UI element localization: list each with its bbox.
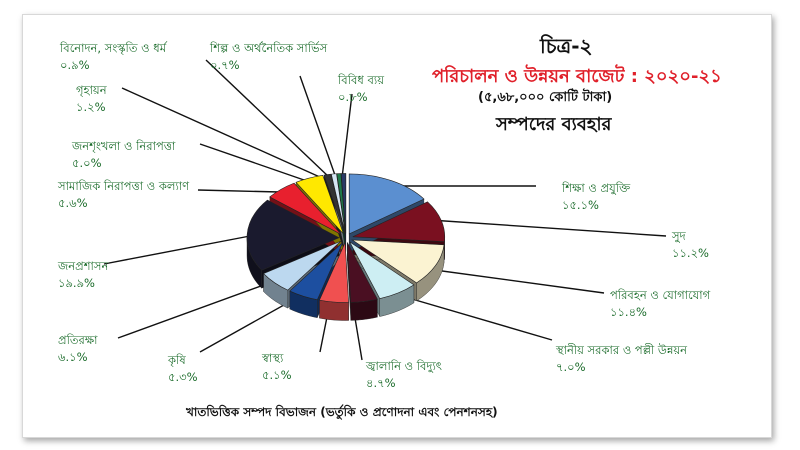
slice-label-3: পরিবহন ও যোগাযোগ ১১.৪% — [610, 287, 710, 321]
pie-slice-12 — [323, 173, 345, 234]
slice-side-6 — [319, 299, 349, 321]
leader-line-2 — [429, 219, 667, 237]
slice-label-text: শিক্ষা ও প্রযুক্তি — [562, 181, 631, 195]
slice-value-text: ১১.২% — [672, 246, 709, 260]
slice-value-text: ৫.১% — [262, 368, 292, 382]
leader-line-12 — [121, 87, 323, 179]
figure-number: চিত্র-২ — [540, 34, 593, 58]
slice-value-text: ০.৯% — [60, 58, 90, 72]
pie-slice-15 — [340, 173, 347, 234]
slice-label-text: প্রতিরক্ষা — [58, 333, 98, 347]
slice-value-text: ৬.১% — [58, 350, 88, 364]
pie-slice-6 — [319, 242, 349, 303]
slice-label-12: গৃহায়ন ১.২% — [76, 82, 107, 116]
pie-slice-2 — [352, 201, 446, 242]
slice-value-text: ১৫.১% — [562, 198, 599, 212]
slice-label-text: জনশৃংখলা ও নিরাপত্তা — [72, 139, 176, 153]
slice-label-text: সুদ — [672, 229, 686, 243]
slice-value-text: ৫.৬% — [58, 196, 88, 210]
leader-line-8 — [117, 281, 273, 339]
pie-slice-1 — [348, 173, 425, 235]
leader-lines — [103, 59, 667, 361]
slice-label-1: শিক্ষা ও প্রযুক্তি ১৫.১% — [562, 180, 630, 214]
slice-label-10: সামাজিক নিরাপত্তা ও কল্যাণ ৫.৬% — [58, 178, 189, 212]
pie-slice-7 — [289, 241, 344, 301]
leader-line-14 — [299, 75, 337, 179]
slice-label-text: স্বাস্থ্য — [262, 351, 284, 365]
slice-value-text: ৫.৩% — [168, 370, 198, 384]
slice-label-text: জনপ্রশাসন — [58, 259, 109, 273]
pie-slice-8 — [263, 240, 342, 291]
slice-label-7: কৃষি ৫.৩% — [168, 352, 198, 386]
slice-label-text: কৃষি — [168, 353, 186, 367]
slice-value-text: ০.৭% — [210, 58, 240, 72]
slice-label-13: বিনোদন, সংস্কৃতি ও ধর্ম ০.৯% — [60, 40, 166, 74]
slice-value-text: ১৯.৯% — [58, 276, 95, 290]
slice-label-text: সামাজিক নিরাপত্তা ও কল্যাণ — [58, 179, 190, 193]
pie-slice-11 — [295, 174, 344, 234]
slice-label-6: স্বাস্থ্য ৫.১% — [262, 350, 292, 384]
slice-value-text: ১১.৪% — [610, 305, 647, 319]
slice-label-2: সুদ ১১.২% — [672, 228, 709, 262]
chart-heading: সম্পদের ব্যবহার — [496, 114, 612, 135]
slice-label-text: বিবিধ ব্যয় — [338, 73, 384, 87]
leader-line-3 — [419, 267, 605, 294]
slice-label-text: স্থানীয় সরকার ও পল্লী উন্নয়ন — [556, 343, 688, 357]
pie-slice-14 — [336, 173, 346, 234]
pie-slice-5 — [346, 242, 378, 303]
leader-line-9 — [103, 235, 251, 265]
chart-footer: খাতভিত্তিক সম্পদ বিভাজন (ভর্তুকি ও প্রণো… — [186, 405, 498, 419]
slice-label-text: বিনোদন, সংস্কৃতি ও ধর্ম — [60, 41, 167, 55]
pie-slice-4 — [349, 241, 415, 299]
slice-value-text: ৪.৭% — [366, 376, 396, 390]
slice-label-14: শিল্প ও অর্থনৈতিক সার্ভিস ০.৭% — [210, 40, 327, 74]
pie-slice-10 — [269, 182, 342, 235]
pie-slice-9 — [246, 199, 340, 271]
slice-label-15: বিবিধ ব্যয় ০.৮% — [338, 72, 384, 106]
slice-value-text: ৭.০% — [556, 360, 586, 374]
leader-line-13 — [205, 59, 331, 179]
leader-line-15 — [341, 93, 353, 179]
pie-slice-3 — [351, 239, 445, 284]
slice-label-text: জ্বালানি ও বিদ্যুৎ — [366, 359, 442, 373]
slice-label-8: প্রতিরক্ষা ৬.১% — [58, 332, 97, 366]
slice-label-text: পরিবহন ও যোগাযোগ — [610, 288, 711, 302]
slice-label-4: স্থানীয় সরকার ও পল্লী উন্নয়ন ৭.০% — [556, 342, 687, 376]
slice-label-text: শিল্প ও অর্থনৈতিক সার্ভিস — [210, 41, 328, 55]
pie-top-faces — [246, 173, 446, 303]
leader-line-10 — [197, 189, 281, 193]
chart-title: পরিচালন ও উন্নয়ন বাজেট : ২০২০-২১ — [432, 66, 722, 87]
slice-value-text: ১.২% — [76, 100, 106, 114]
leader-line-11 — [199, 143, 305, 181]
slice-label-9: জনপ্রশাসন ১৯.৯% — [58, 258, 108, 292]
slice-value-text: ৫.০% — [72, 156, 102, 170]
slice-label-5: জ্বালানি ও বিদ্যুৎ ৪.৭% — [366, 358, 442, 392]
chart-subtitle: (৫,৬৮,০০০ কোটি টাকা) — [478, 90, 613, 105]
slice-label-11: জনশৃংখলা ও নিরাপত্তা ৫.০% — [72, 138, 175, 172]
slice-label-text: গৃহায়ন — [76, 83, 107, 97]
pie-slice-13 — [330, 173, 346, 234]
slice-value-text: ০.৮% — [338, 90, 368, 104]
